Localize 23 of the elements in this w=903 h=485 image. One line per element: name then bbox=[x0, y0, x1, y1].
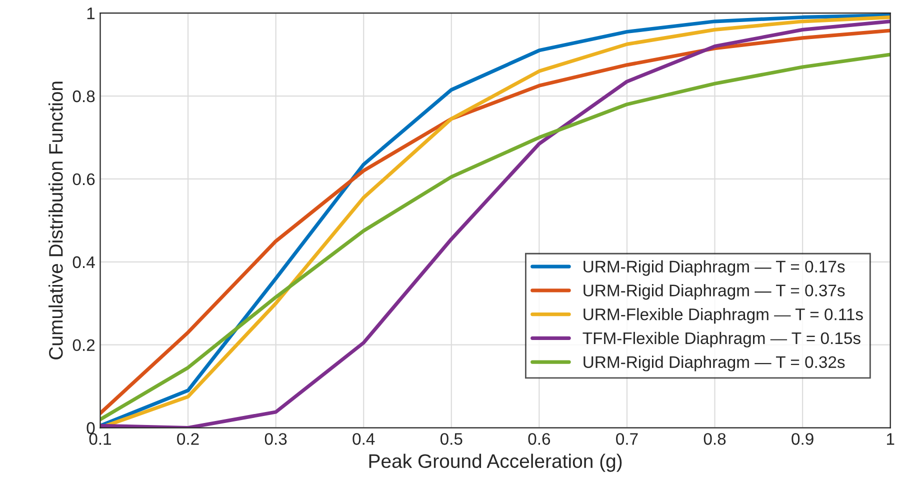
y-tick-label: 0.6 bbox=[72, 173, 95, 186]
y-tick-label: 1 bbox=[87, 8, 95, 20]
legend-label: URM-Rigid Diaphragm — T = 0.32s bbox=[584, 356, 845, 372]
x-tick-label: 0.9 bbox=[792, 433, 814, 445]
legend-label: URM-Flexible Diaphragm — T = 0.11s bbox=[584, 308, 863, 324]
legend-label: URM-Rigid Diaphragm — T = 0.17s bbox=[584, 260, 845, 276]
x-tick-label: 0.5 bbox=[440, 433, 462, 445]
x-tick-label: 0.8 bbox=[704, 433, 726, 445]
y-axis-title: Cumulative Distribution Function bbox=[48, 82, 63, 360]
legend-label: TFM-Flexible Diaphragm — T = 0.15s bbox=[582, 332, 860, 348]
y-tick-label: 0 bbox=[86, 422, 95, 434]
x-tick-label: 0.2 bbox=[177, 433, 199, 445]
x-tick-label: 0.6 bbox=[528, 433, 550, 445]
x-tick-label: 1 bbox=[886, 433, 894, 445]
y-tick-label: 0.4 bbox=[72, 256, 95, 268]
x-axis-title: Peak Ground Acceleration (g) bbox=[369, 454, 622, 472]
x-tick-label: 0.3 bbox=[264, 433, 287, 445]
x-tick-label: 0.7 bbox=[616, 433, 638, 445]
x-tick-label: 0.4 bbox=[352, 433, 375, 445]
x-tick-label: 0.1 bbox=[89, 433, 112, 445]
y-tick-label: 0.2 bbox=[72, 339, 95, 352]
y-tick-label: 0.8 bbox=[72, 90, 95, 102]
legend-label: URM-Rigid Diaphragm — T = 0.37s bbox=[584, 284, 845, 300]
